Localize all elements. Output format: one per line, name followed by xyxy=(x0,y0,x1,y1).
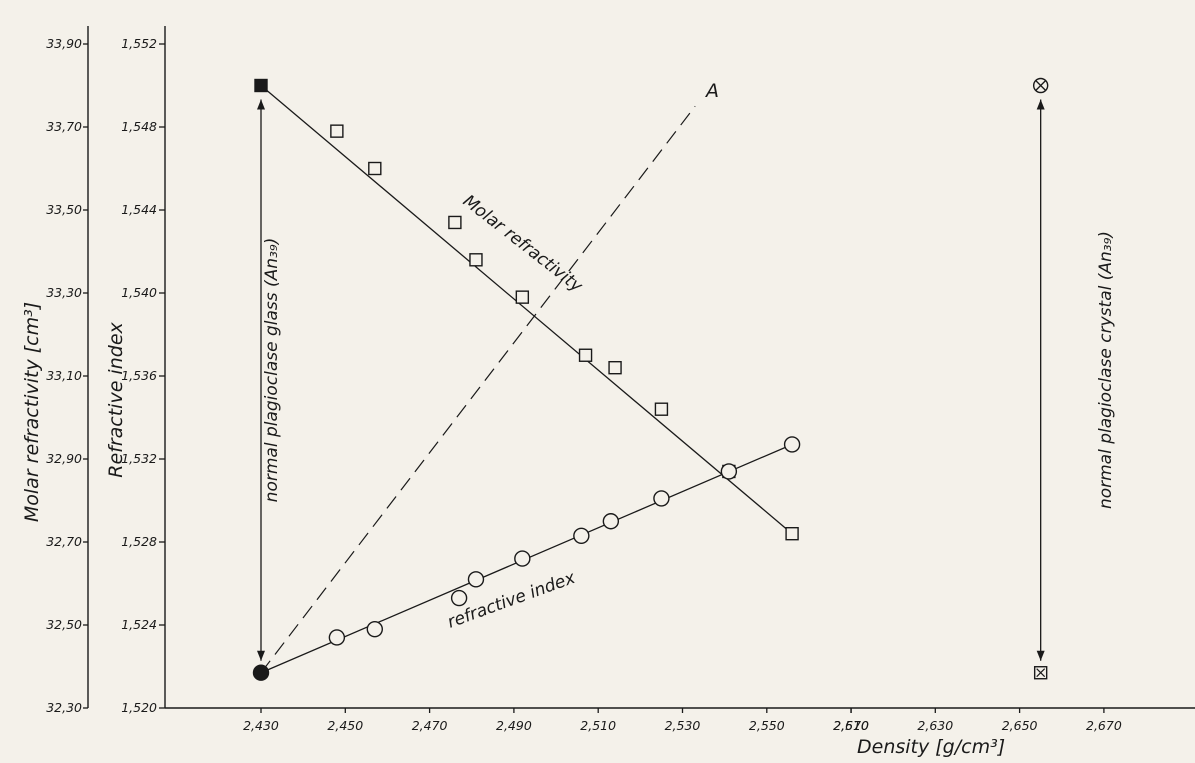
y2-tick-label: 33,10 xyxy=(46,368,82,383)
refractive-index-point xyxy=(653,490,670,507)
refractive-index-point xyxy=(328,629,346,646)
refractive-index-point xyxy=(467,571,485,588)
x-tick-label: 2,450 xyxy=(327,718,363,733)
y-tick-label: 1,552 xyxy=(121,36,157,51)
reference-line-a xyxy=(260,105,696,674)
molar-refractivity-point xyxy=(469,253,483,267)
y2-tick-label: 33,70 xyxy=(46,119,82,134)
y-tick-label: 1,540 xyxy=(121,285,157,300)
crystal-refractive-index-cross xyxy=(1036,668,1046,678)
crystal-arrow-head-down xyxy=(1036,650,1045,661)
x-tick-label: 2,530 xyxy=(665,718,701,733)
x-tick-label: 2,470 xyxy=(412,718,448,733)
y-tick-label: 1,532 xyxy=(121,451,157,466)
x-tick-label: 2,670 xyxy=(1086,718,1122,733)
molar-refractivity-point xyxy=(254,78,268,93)
reference-line-a-path xyxy=(260,105,696,674)
x-axis-label: Density [g/cm³] xyxy=(857,736,1005,758)
glass-annotation: normal plagioclase glass (An₃₉) xyxy=(262,238,282,503)
crystal-molar-refractivity-cross xyxy=(1035,80,1047,91)
refractive-index-point xyxy=(514,550,531,567)
refractive-index-point xyxy=(366,620,384,638)
refractive-index-point xyxy=(602,513,620,530)
y2-axis-label: Molar refractivity [cm³] xyxy=(21,302,43,522)
molar-refractivity-label: Molar refractivity xyxy=(459,191,587,297)
x-tick-label: 2,430 xyxy=(243,718,279,733)
glass-arrow-head-down xyxy=(257,650,265,661)
x-tick-label: 2,610 xyxy=(833,718,869,733)
x-tick-label: 2,630 xyxy=(917,718,953,733)
refractive-index-point xyxy=(783,436,801,453)
axes: 1,520 1,524 1,528 1,532 1,536 1,540 1,544 1,548… xyxy=(46,26,1195,733)
y2-tick-label: 33,50 xyxy=(46,202,82,217)
x-tick-label: 2,510 xyxy=(580,718,616,733)
y-tick-label: 1,524 xyxy=(121,617,157,632)
molar-refractivity-fit-line xyxy=(260,85,793,535)
refractive-index-point xyxy=(720,463,738,480)
crystal-annotation: normal plagioclase crystal (An₃₉) xyxy=(1096,231,1116,509)
y-tick-label: 1,528 xyxy=(121,534,157,549)
molar-refractivity-point xyxy=(448,215,462,230)
molar-refractivity-point xyxy=(785,527,799,541)
molar-refractivity-point xyxy=(368,161,382,176)
y-tick-label: 1,520 xyxy=(121,700,157,715)
reference-line-label: A xyxy=(704,80,719,102)
x-tick-label: 2,650 xyxy=(1002,718,1038,733)
y-tick-label: 1,536 xyxy=(121,368,157,383)
y-tick-label: 1,544 xyxy=(121,202,157,217)
y-axis-label: Refractive index xyxy=(105,321,127,477)
x-tick-label: 2,550 xyxy=(749,718,785,733)
molar-refractivity-point xyxy=(330,124,344,138)
y2-tick-label: 32,70 xyxy=(46,534,82,549)
glass-arrow-head-up xyxy=(257,99,265,110)
y2-tick-label: 33,90 xyxy=(46,36,82,51)
molar-refractivity-point xyxy=(578,348,593,362)
y2-tick-label: 32,30 xyxy=(46,700,82,715)
x-tick-label: 2,570 xyxy=(833,718,869,733)
y-tick-label: 1,548 xyxy=(121,119,157,134)
refractive-index-point xyxy=(450,589,468,607)
y2-tick-label: 32,90 xyxy=(46,451,82,466)
refractive-index-point xyxy=(252,664,270,681)
molar-refractivity-point xyxy=(654,402,669,416)
molar-refractivity-point xyxy=(608,361,622,375)
molar-refractivity-point xyxy=(515,290,530,304)
x-tick-label: 2,490 xyxy=(496,718,532,733)
y2-tick-label: 32,50 xyxy=(46,617,82,632)
annotations: Molar refractivity [cm³] Refractive inde… xyxy=(21,80,1116,758)
y2-tick-label: 33,30 xyxy=(46,285,82,300)
series-markers xyxy=(252,77,1049,681)
crystal-arrow-head-up xyxy=(1036,99,1045,110)
refractive-index-point xyxy=(573,527,590,544)
